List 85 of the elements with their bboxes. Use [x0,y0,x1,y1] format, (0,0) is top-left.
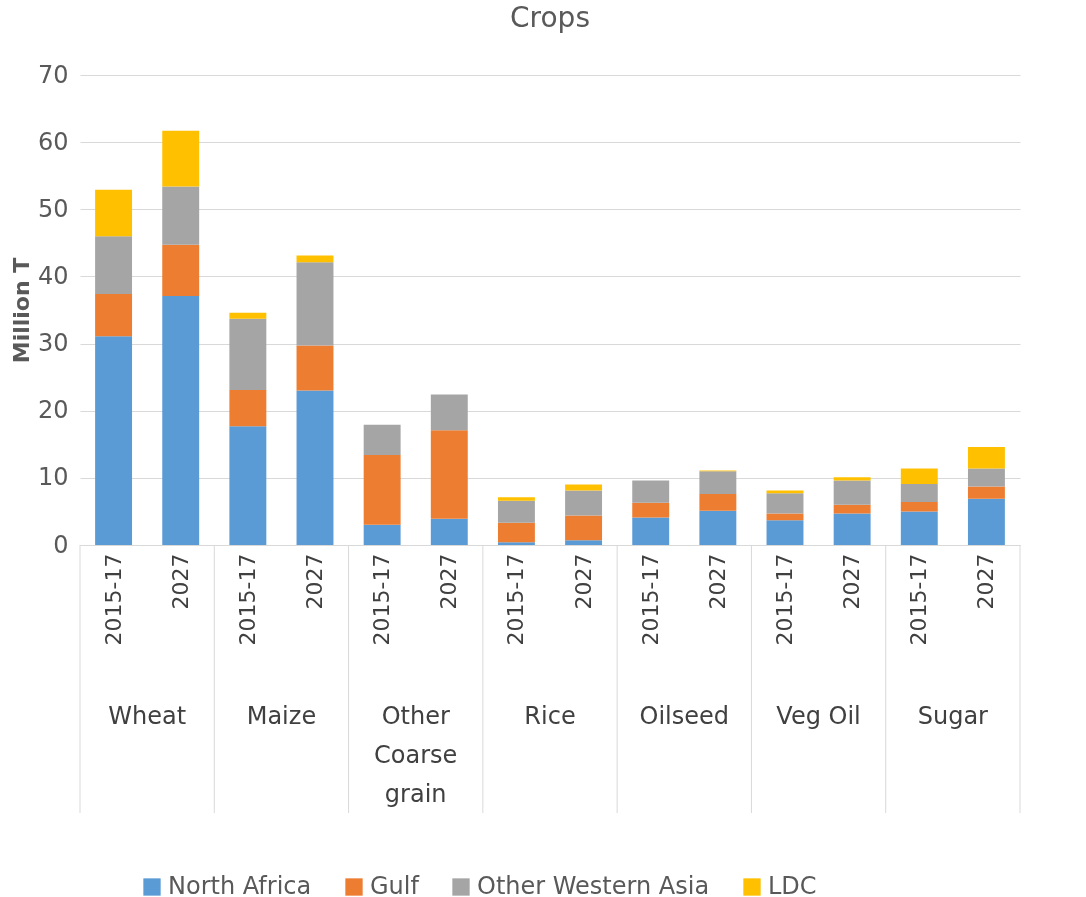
text: Veg Oil [776,702,861,730]
text: Other Coarse grain [374,702,458,808]
bar [162,130,200,187]
y-tick-label: 40 [37,261,69,290]
bar [162,186,200,245]
bar [833,513,871,545]
x-tick-label: 2027 [167,553,193,610]
bar [565,484,603,491]
bar [430,430,468,519]
y-tick-label: 10 [37,463,69,492]
bar [162,295,200,545]
bar [229,318,267,390]
text: Oilseed [639,702,730,730]
bar [229,389,267,427]
bar [430,518,468,545]
bar [95,293,133,337]
x-tick-label: 2015-17 [234,553,260,646]
bar [296,262,334,346]
text: Wheat [108,702,187,730]
bar [430,394,468,431]
legend-label: North Africa [168,872,312,897]
bar [296,390,334,545]
bar [699,471,737,494]
y-tick-label: 60 [37,127,69,156]
text: Sugar [917,702,989,730]
text: Maize [246,702,317,730]
bar [967,498,1005,545]
bar [900,502,938,512]
x-tick-label: 2027 [436,553,462,610]
bar [632,480,670,503]
chart-title: Crops [510,1,590,34]
y-tick-label: 70 [37,60,69,89]
x-tick-label: 2027 [839,553,865,610]
bar [95,189,133,237]
y-tick-label: 20 [37,396,69,425]
x-tick-label: 2015-17 [772,553,797,646]
bar [833,504,871,514]
bar [900,468,938,484]
x-tick-label: 2015-17 [637,553,663,646]
bar [229,426,267,545]
bar [565,540,603,545]
bar [833,477,871,481]
bar [229,312,267,319]
bar [900,511,938,545]
bar [363,455,401,525]
bar [967,468,1005,487]
bar [162,244,200,296]
x-tick-label: 2027 [302,553,327,610]
bar [967,486,1005,499]
bar [497,542,535,545]
bar [766,520,804,545]
y-axis-title: Million T [8,257,34,364]
bar [699,510,737,545]
y-tick-label: 0 [53,530,69,559]
bar [699,493,737,511]
bar [497,500,535,523]
bar [95,336,133,545]
legend-label: Other Western Asia [477,872,710,897]
bar [565,515,603,541]
legend-label: LDC [768,872,817,897]
bar [565,490,603,516]
bar [497,497,535,501]
bar [833,480,871,505]
text: Rice [524,702,576,730]
bar [363,524,401,545]
x-tick-label: 2027 [704,553,730,610]
bar [95,236,133,294]
legend-label: Gulf [370,872,420,897]
x-tick-label: 2027 [570,553,596,610]
bar [296,345,334,391]
y-tick-label: 50 [37,194,69,223]
bar [632,502,670,518]
x-tick-label: 2015-17 [906,553,932,646]
bar [363,424,401,456]
bar [766,493,804,514]
x-tick-label: 2015-17 [100,553,126,646]
bar [632,517,670,545]
x-tick-label: 2015-17 [369,553,395,646]
y-tick-label: 30 [37,329,69,358]
bar [900,483,938,503]
bar [497,522,535,543]
bar [967,446,1005,469]
bar [766,513,804,521]
x-tick-label: 2027 [973,553,999,610]
x-tick-label: 2015-17 [503,553,529,646]
